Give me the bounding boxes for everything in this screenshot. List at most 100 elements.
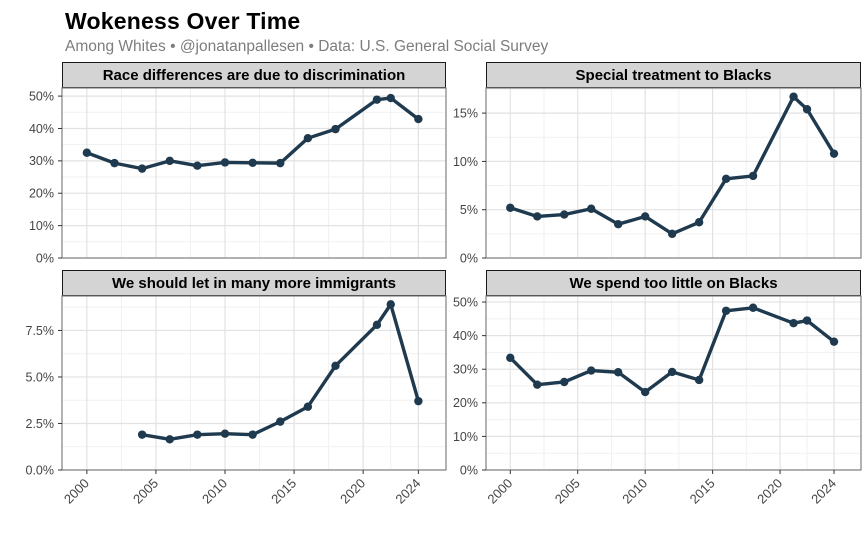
x-tick-label: 2015 bbox=[268, 476, 299, 507]
data-point bbox=[386, 300, 395, 309]
data-point bbox=[193, 430, 202, 439]
data-point bbox=[414, 114, 423, 124]
data-point bbox=[110, 158, 119, 168]
data-point bbox=[613, 219, 623, 229]
data-point bbox=[721, 306, 731, 315]
data-point bbox=[829, 149, 839, 158]
data-point bbox=[789, 92, 798, 101]
y-tick-label: 50% bbox=[453, 295, 478, 309]
data-point bbox=[533, 380, 542, 389]
data-point bbox=[667, 229, 677, 239]
y-tick-label: 20% bbox=[453, 396, 478, 410]
panel-header-more-immigrants: We should let in many more immigrants bbox=[62, 270, 446, 296]
y-tick-label: 50% bbox=[29, 89, 54, 103]
panel-header-special-treatment: Special treatment to Blacks bbox=[486, 62, 861, 88]
x-tick-label: 2000 bbox=[484, 476, 515, 507]
panel-plot: 0% 5% 10% 15% bbox=[453, 87, 862, 265]
y-tick-label: 10% bbox=[453, 430, 478, 444]
data-point bbox=[802, 316, 812, 325]
data-point bbox=[82, 148, 92, 157]
plot-background bbox=[62, 296, 446, 470]
y-tick-label: 40% bbox=[453, 329, 478, 343]
x-tick-label: 2000 bbox=[61, 476, 92, 507]
data-point bbox=[248, 430, 257, 439]
x-tick-label: 2010 bbox=[199, 476, 230, 507]
data-point bbox=[533, 212, 542, 221]
plot-background bbox=[62, 88, 446, 258]
data-point bbox=[721, 174, 731, 183]
plot-border bbox=[61, 87, 447, 259]
x-tick-label: 2020 bbox=[337, 476, 368, 507]
y-tick-label: 15% bbox=[453, 106, 478, 120]
data-point bbox=[331, 124, 340, 134]
data-point bbox=[386, 93, 395, 103]
data-point bbox=[587, 366, 596, 375]
panel-plot: 0% 10% 20% 30% 40% 50% bbox=[29, 87, 447, 265]
data-point bbox=[276, 158, 285, 168]
data-point bbox=[748, 171, 758, 181]
data-point bbox=[331, 361, 340, 370]
data-point bbox=[802, 105, 812, 114]
data-point bbox=[165, 435, 174, 444]
data-point bbox=[560, 210, 569, 219]
x-tick-label: 2010 bbox=[619, 476, 650, 507]
plot-border bbox=[485, 87, 862, 259]
data-point bbox=[303, 402, 313, 411]
data-point bbox=[506, 353, 515, 363]
data-point bbox=[414, 396, 423, 406]
data-point bbox=[220, 429, 230, 438]
y-tick-label: 10% bbox=[453, 155, 478, 169]
y-tick-label: 5.0% bbox=[26, 370, 55, 384]
y-tick-label: 10% bbox=[29, 219, 54, 233]
data-point bbox=[829, 337, 839, 346]
data-point bbox=[372, 320, 382, 330]
x-tick-label: 2024 bbox=[392, 476, 423, 507]
y-tick-label: 0% bbox=[460, 463, 478, 477]
gridlines-minor bbox=[486, 296, 861, 470]
x-tick-label: 2024 bbox=[808, 476, 839, 507]
data-point bbox=[248, 158, 257, 167]
data-point bbox=[137, 164, 147, 173]
y-tick-label: 20% bbox=[29, 187, 54, 201]
y-tick-label: 7.5% bbox=[26, 324, 55, 338]
data-point bbox=[640, 212, 650, 221]
plot-background bbox=[486, 88, 861, 258]
x-tick-label: 2005 bbox=[552, 476, 583, 507]
y-tick-label: 30% bbox=[29, 154, 54, 168]
data-point bbox=[165, 156, 174, 166]
y-tick-label: 30% bbox=[453, 363, 478, 377]
data-point bbox=[372, 95, 382, 104]
data-point bbox=[613, 368, 623, 377]
data-point bbox=[789, 319, 798, 328]
chart-title: Wokeness Over Time bbox=[65, 8, 301, 34]
x-tick-label: 2020 bbox=[754, 476, 785, 507]
data-point bbox=[587, 204, 596, 213]
y-tick-label: 40% bbox=[29, 122, 54, 136]
data-point bbox=[667, 367, 677, 377]
data-point bbox=[748, 303, 758, 312]
plot-border bbox=[61, 295, 447, 471]
y-tick-label: 0% bbox=[36, 251, 54, 265]
data-point bbox=[694, 375, 704, 385]
panel-plot: 0% 10% 20% 30% 40% 50% 2000 2005 2010 2015 2020 202… bbox=[453, 295, 862, 507]
data-point bbox=[137, 430, 147, 439]
panel-plot: 0.0% 2.5% 5.0% 7.5% 2000 2005 2010 2015 2020 2024 bbox=[26, 295, 447, 507]
y-tick-label: 5% bbox=[460, 203, 478, 217]
data-point bbox=[560, 377, 569, 387]
x-tick-label: 2015 bbox=[687, 476, 718, 507]
data-point bbox=[694, 218, 704, 227]
x-tick-label: 2005 bbox=[130, 476, 161, 507]
data-point bbox=[640, 387, 650, 397]
data-point bbox=[276, 417, 285, 426]
y-tick-label: 2.5% bbox=[26, 417, 55, 431]
plot-border bbox=[485, 295, 862, 471]
gridlines-minor bbox=[62, 296, 446, 470]
data-point bbox=[220, 158, 230, 167]
data-point bbox=[303, 133, 313, 143]
data-point bbox=[193, 161, 202, 170]
gridlines-minor bbox=[62, 88, 446, 258]
y-tick-label: 0.0% bbox=[26, 463, 55, 477]
chart-subtitle: Among Whites • @jonatanpallesen • Data: … bbox=[65, 38, 549, 55]
